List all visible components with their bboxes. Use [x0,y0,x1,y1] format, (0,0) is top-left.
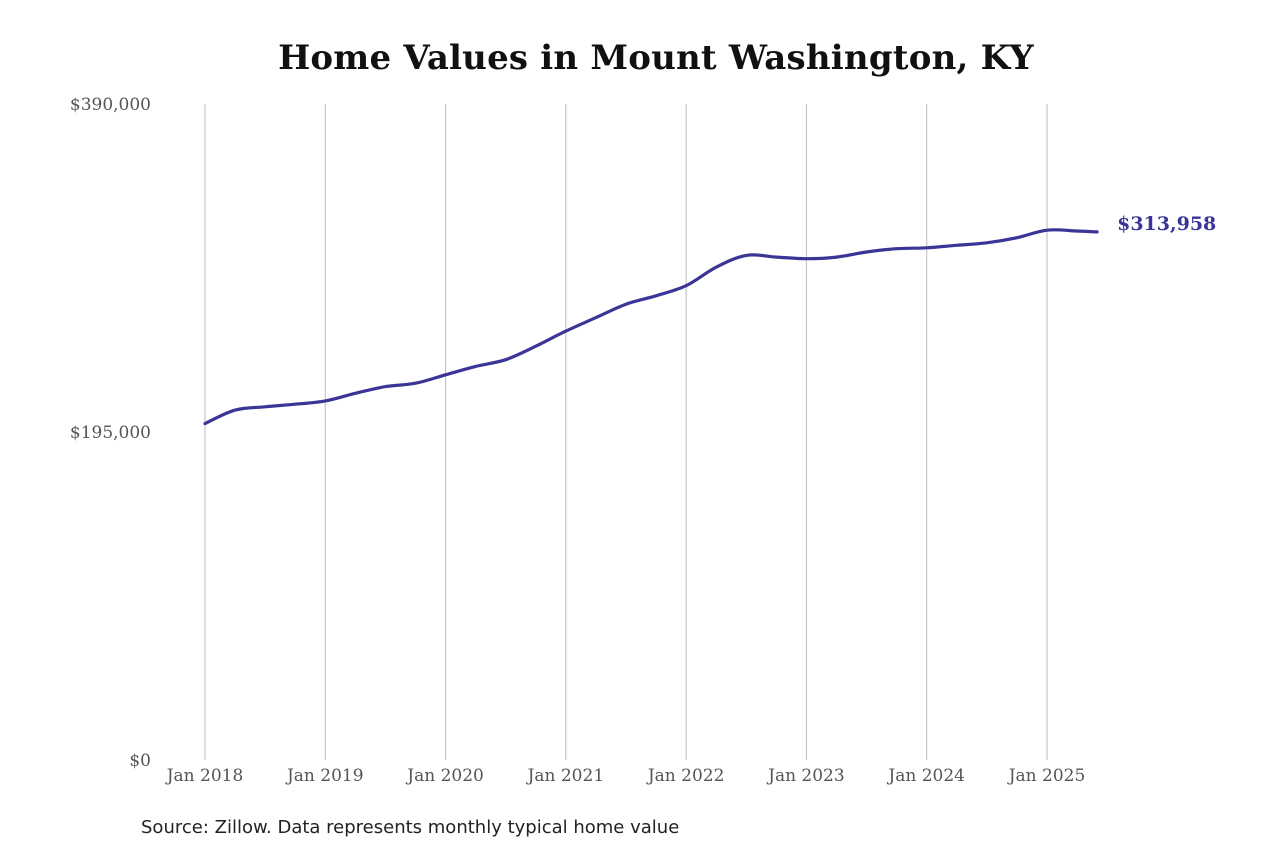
y-tick-label: $195,000 [70,423,151,443]
series-layer [203,228,1099,426]
chart-title: Home Values in Mount Washington, KY [278,38,1034,78]
x-tick-label: Jan 2023 [766,766,845,786]
x-tick-label: Jan 2020 [405,766,484,786]
x-tick-label: Jan 2019 [285,766,364,786]
x-tick-label: Jan 2022 [646,766,725,786]
axes: Jan 2018 Jan 2019 Jan 2020 Jan 2021 Jan 2022… [70,95,1085,786]
gridlines [204,104,1048,760]
labels: $313,958 [1117,213,1216,235]
x-tick-label: Jan 2024 [886,766,965,786]
series-line [203,228,1099,426]
y-tick-label: $390,000 [70,95,151,115]
y-tick-label: $0 [129,751,151,771]
x-tick-label: Jan 2025 [1007,766,1086,786]
end-value-label: $313,958 [1117,213,1216,235]
x-tick-label: Jan 2018 [165,766,244,786]
source-note: Source: Zillow. Data represents monthly … [141,817,680,838]
x-tick-label: Jan 2021 [526,766,605,786]
